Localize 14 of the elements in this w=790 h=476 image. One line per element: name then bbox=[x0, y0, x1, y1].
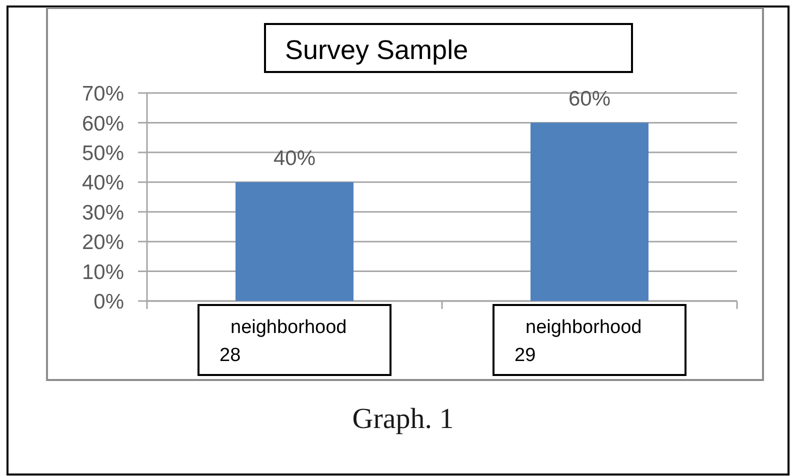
y-tick-label: 30% bbox=[82, 201, 124, 224]
x-tick-label: neighborhood 28 bbox=[220, 317, 347, 366]
y-tick-label: 70% bbox=[82, 82, 124, 106]
x-tick-label: neighborhood 29 bbox=[514, 317, 642, 366]
y-tick-label: 20% bbox=[82, 231, 124, 254]
y-tick-label: 10% bbox=[82, 260, 124, 284]
data-label: 40% bbox=[273, 147, 316, 170]
text: Graph. 1 bbox=[352, 403, 454, 435]
chart-title: Survey Sample bbox=[285, 35, 468, 65]
y-tick-label: 0% bbox=[94, 290, 124, 314]
y-tick-label: 40% bbox=[82, 172, 124, 195]
y-tick-label: 50% bbox=[82, 142, 124, 165]
data-label: 60% bbox=[568, 88, 611, 111]
y-tick-label: 60% bbox=[82, 112, 124, 136]
